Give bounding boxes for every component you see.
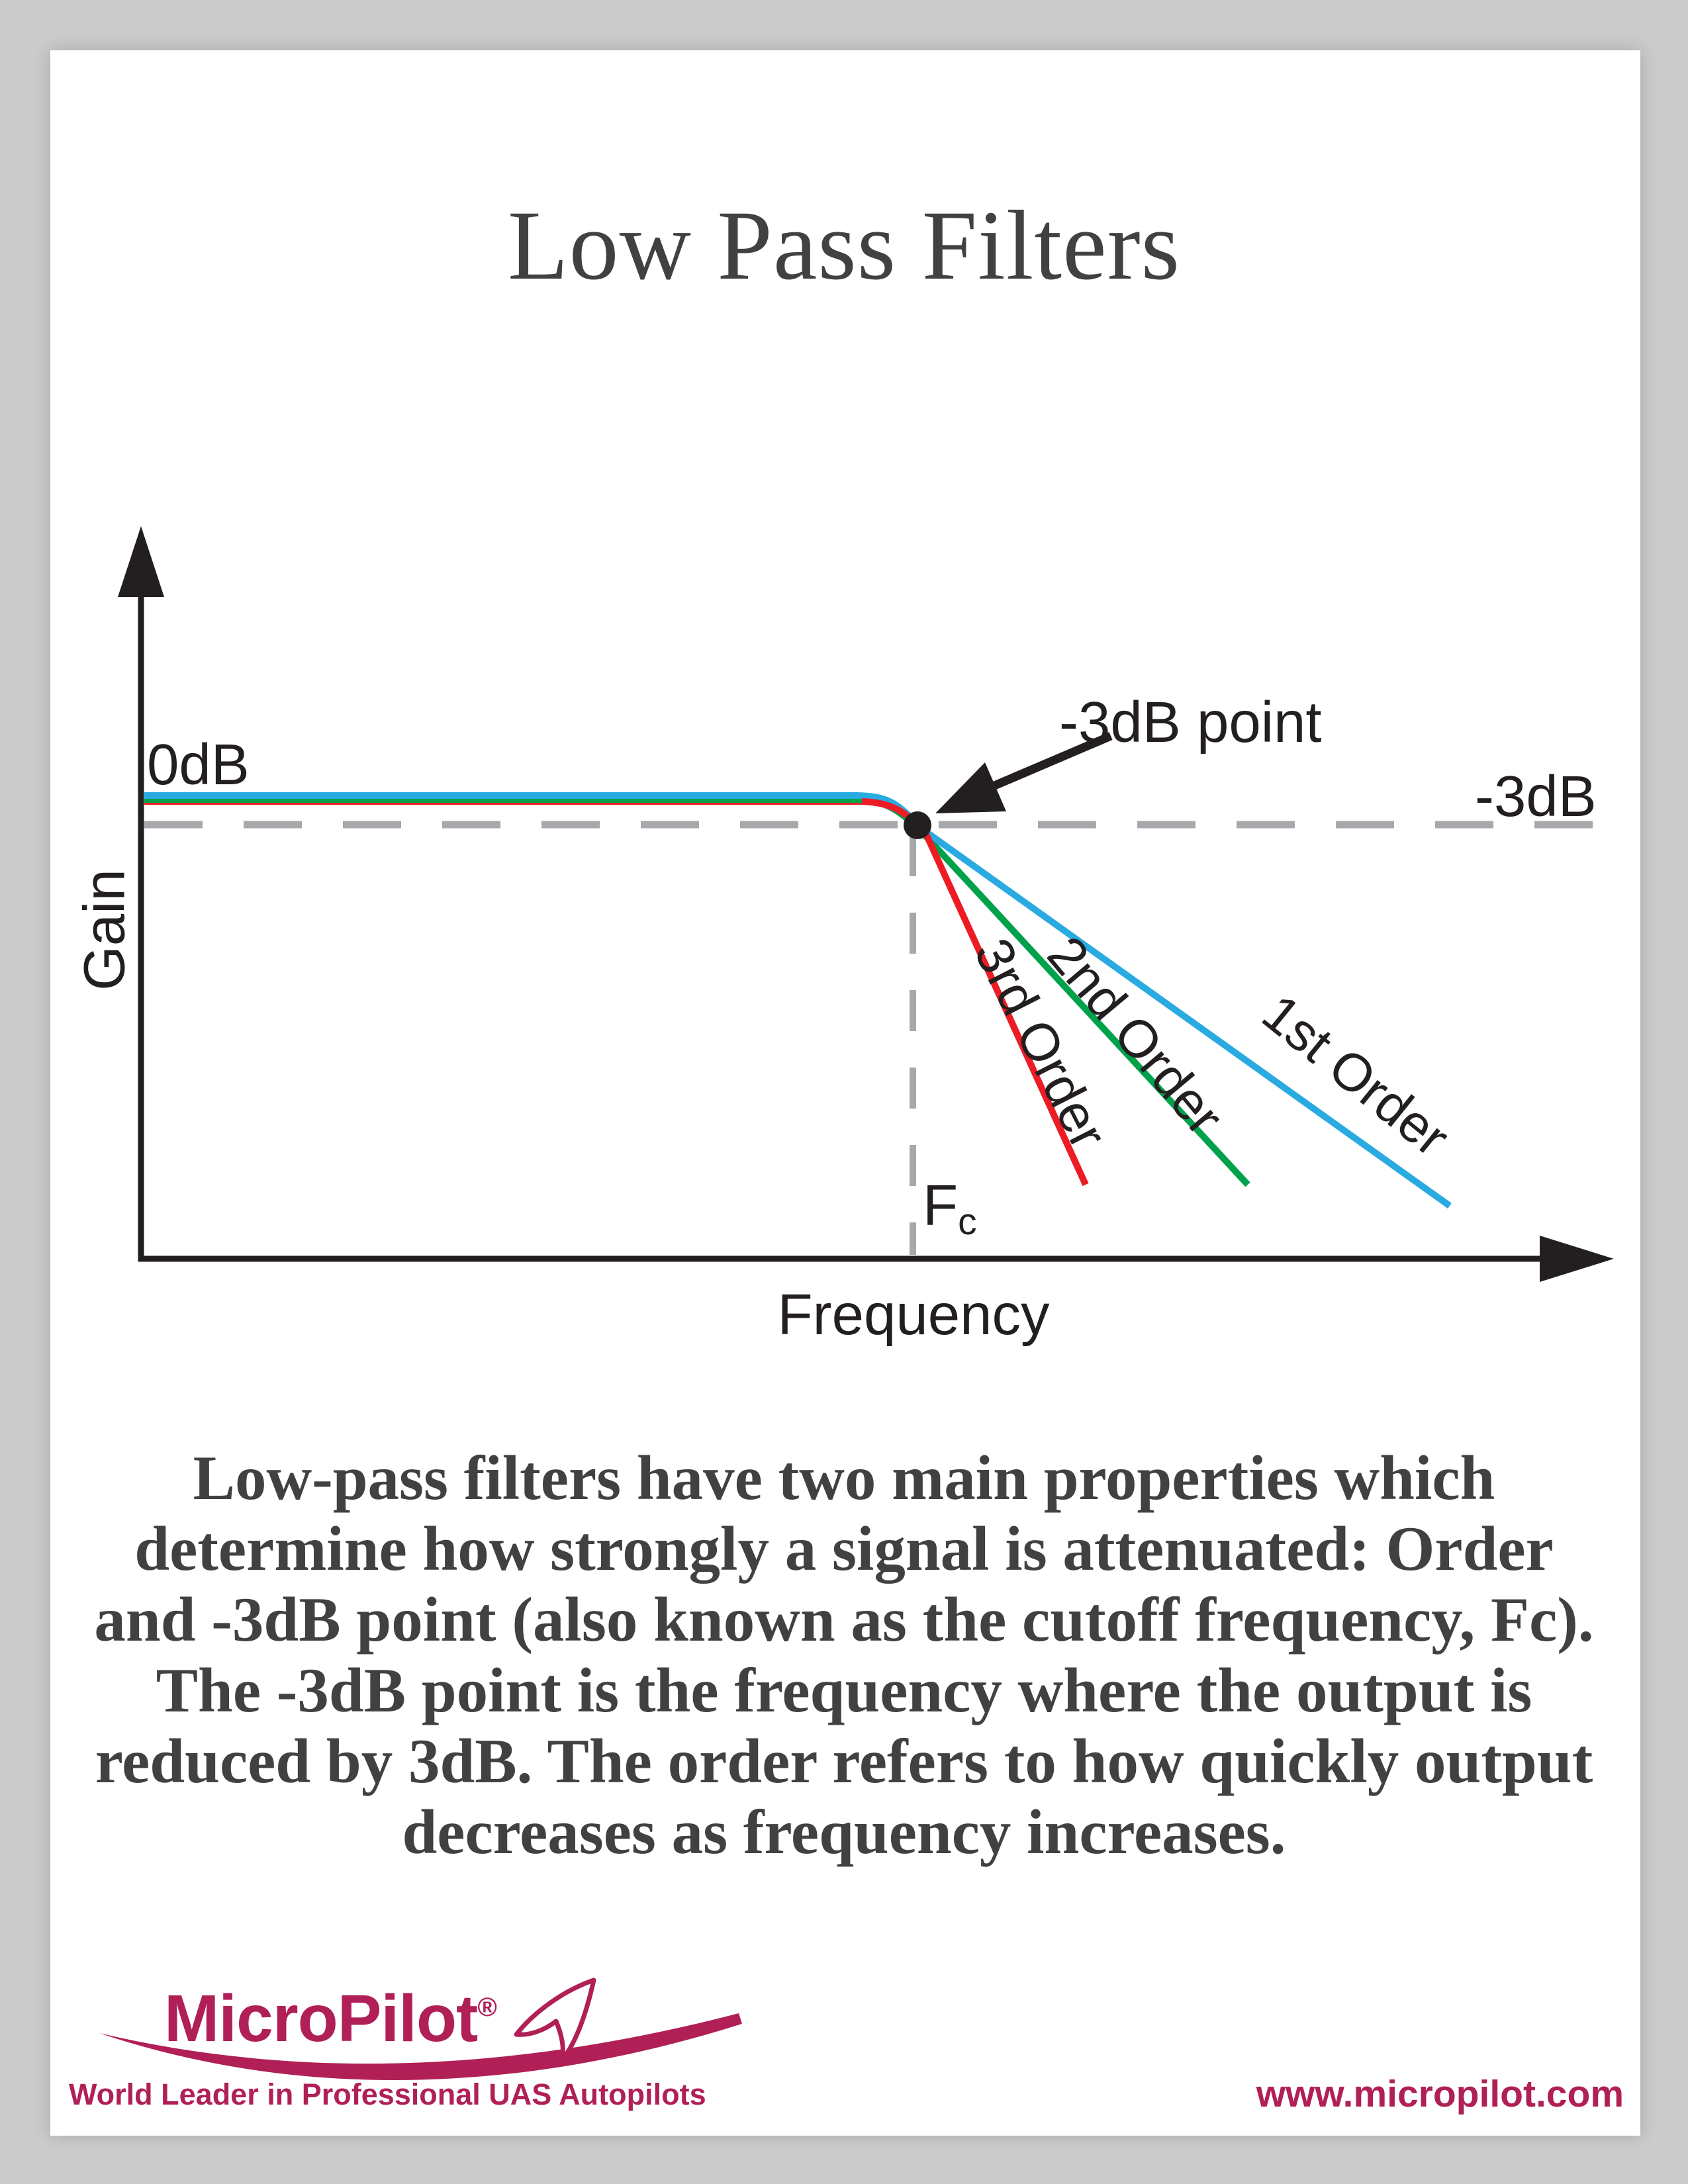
brand-name: MicroPilot — [164, 1981, 478, 2056]
brand-logo-text: MicroPilot® — [164, 1985, 497, 2052]
body-line: reduced by 3dB. The order refers to how … — [95, 1726, 1593, 1796]
body-line: Low-pass filters have two main propertie… — [193, 1443, 1495, 1513]
zero-db-label: 0dB — [147, 733, 250, 797]
x-axis-title: Frequency — [777, 1283, 1050, 1347]
cutoff-label-subscript: c — [958, 1201, 977, 1243]
y-axis-title: Gain — [72, 869, 137, 991]
body-line: The -3dB point is the frequency where th… — [156, 1655, 1532, 1725]
body-line: and -3dB point (also known as the cutoff… — [94, 1584, 1594, 1655]
cutoff-frequency-label: Fc — [923, 1177, 977, 1241]
registered-trademark-icon: ® — [477, 1993, 497, 2022]
minus3db-point-label: -3dB point — [1059, 690, 1322, 754]
body-line: decreases as frequency increases. — [402, 1797, 1286, 1867]
minus3db-line-label: -3dB — [1475, 764, 1597, 829]
page-title: Low Pass Filters — [507, 191, 1181, 300]
body-paragraph: Low-pass filters have two main propertie… — [0, 1443, 1688, 1868]
website-link[interactable]: www.micropilot.com — [1256, 2073, 1624, 2115]
brand-tagline: World Leader in Professional UAS Autopil… — [69, 2077, 706, 2111]
cutoff-label-base: F — [923, 1173, 959, 1238]
body-line: determine how strongly a signal is atten… — [134, 1514, 1554, 1584]
